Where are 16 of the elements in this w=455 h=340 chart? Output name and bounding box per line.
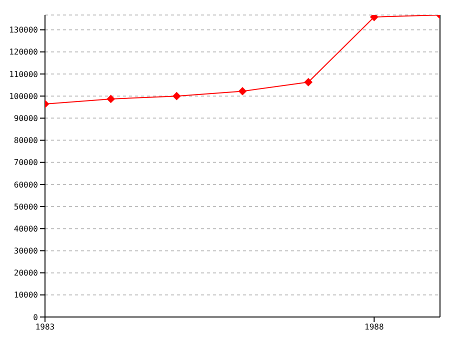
y-tick-label: 30000 bbox=[14, 246, 38, 256]
y-tick-label: 60000 bbox=[14, 180, 38, 190]
y-tick-label: 80000 bbox=[14, 136, 38, 146]
y-tick-label: 0 bbox=[33, 312, 38, 322]
y-tick-label: 110000 bbox=[9, 70, 38, 79]
y-tick-label: 90000 bbox=[14, 114, 38, 124]
y-tick-label: 130000 bbox=[9, 26, 38, 35]
y-tick-label: 40000 bbox=[14, 224, 38, 234]
y-tick-label: 20000 bbox=[14, 268, 38, 278]
y-tick-label: 10000 bbox=[14, 290, 38, 300]
y-tick-label: 50000 bbox=[14, 202, 38, 212]
x-tick-label: 1983 bbox=[35, 322, 55, 332]
y-tick-label: 100000 bbox=[9, 92, 38, 101]
y-tick-label: 70000 bbox=[14, 158, 38, 168]
y-tick-label: 120000 bbox=[9, 48, 38, 57]
x-tick-label: 1988 bbox=[364, 322, 384, 332]
